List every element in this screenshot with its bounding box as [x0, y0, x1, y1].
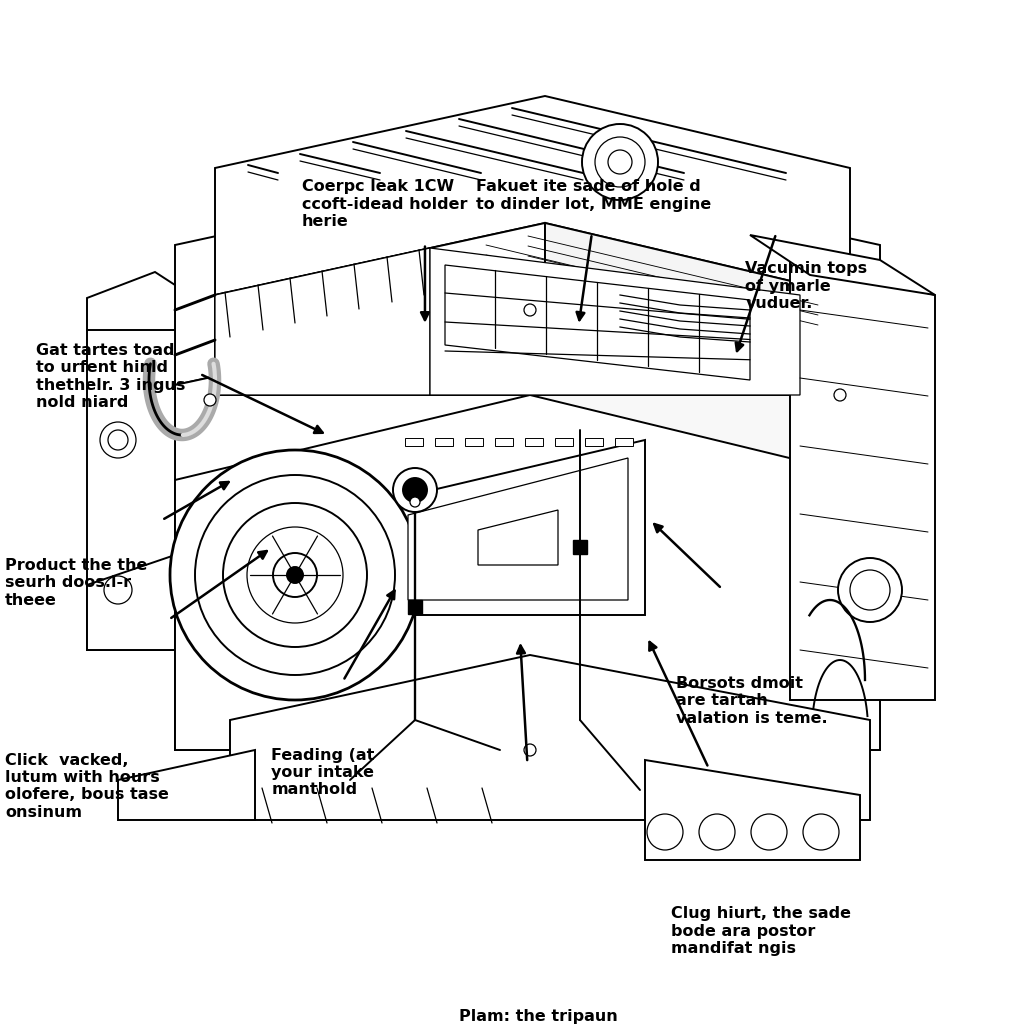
- Polygon shape: [545, 223, 850, 395]
- Polygon shape: [750, 234, 935, 295]
- Circle shape: [647, 814, 683, 850]
- Circle shape: [410, 497, 420, 507]
- Polygon shape: [390, 440, 645, 615]
- Circle shape: [699, 814, 735, 850]
- Bar: [495, 438, 513, 446]
- Text: Click  vacked,
lutum with hours
olofere, bous tase
onsinum: Click vacked, lutum with hours olofere, …: [5, 753, 169, 820]
- Polygon shape: [87, 272, 175, 330]
- Circle shape: [595, 137, 645, 187]
- Polygon shape: [645, 760, 860, 860]
- Circle shape: [834, 389, 846, 401]
- Bar: [465, 438, 483, 446]
- Circle shape: [803, 814, 839, 850]
- Circle shape: [608, 150, 632, 174]
- Polygon shape: [790, 260, 935, 700]
- Circle shape: [170, 450, 420, 700]
- Circle shape: [204, 394, 216, 406]
- Polygon shape: [215, 248, 430, 395]
- Circle shape: [524, 304, 536, 316]
- Circle shape: [582, 124, 658, 200]
- Text: Product the the
seurh doos.l-r
theee: Product the the seurh doos.l-r theee: [5, 558, 147, 608]
- Polygon shape: [408, 458, 628, 600]
- Text: Vacumin tops
of ymarle
vuduer.: Vacumin tops of ymarle vuduer.: [745, 261, 867, 311]
- Polygon shape: [478, 510, 558, 565]
- Bar: [615, 438, 633, 446]
- Polygon shape: [530, 308, 880, 750]
- Text: Plam: the tripaun
retat syou high
sumo, thani we
bagueingtahs,
sysesive ): Plam: the tripaun retat syou high sumo, …: [459, 1009, 617, 1024]
- Polygon shape: [175, 395, 880, 750]
- Circle shape: [393, 468, 437, 512]
- Circle shape: [100, 422, 136, 458]
- Text: Clug hiurt, the sade
bode ara postor
mandifat ngis: Clug hiurt, the sade bode ara postor man…: [671, 906, 851, 956]
- Polygon shape: [215, 223, 545, 395]
- Circle shape: [247, 527, 343, 623]
- Polygon shape: [215, 96, 850, 295]
- Polygon shape: [118, 750, 255, 820]
- Text: Gat tartes toad
to urfent hinld
thethelr. 3 ingus
nold niard: Gat tartes toad to urfent hinld thethelr…: [36, 343, 185, 411]
- Text: Borsots dmoit
are tartah
valation is teme.: Borsots dmoit are tartah valation is tem…: [676, 676, 827, 726]
- Bar: [585, 438, 603, 446]
- Circle shape: [403, 478, 427, 502]
- Bar: [435, 438, 453, 446]
- Circle shape: [195, 475, 395, 675]
- Bar: [555, 438, 573, 446]
- Bar: [573, 540, 587, 554]
- Circle shape: [850, 570, 890, 610]
- Bar: [408, 600, 422, 614]
- Text: Feading (at
your intake
manthold: Feading (at your intake manthold: [271, 748, 375, 798]
- Circle shape: [273, 553, 317, 597]
- Circle shape: [524, 744, 536, 756]
- Circle shape: [838, 558, 902, 622]
- Circle shape: [223, 503, 367, 647]
- Polygon shape: [87, 298, 175, 650]
- Polygon shape: [87, 555, 175, 650]
- Circle shape: [751, 814, 787, 850]
- Text: Coerpc leak 1CW
ccoft-idead holder
herie: Coerpc leak 1CW ccoft-idead holder herie: [302, 179, 468, 229]
- Polygon shape: [175, 308, 530, 750]
- Polygon shape: [445, 265, 750, 380]
- Circle shape: [104, 575, 132, 604]
- Text: Fakuet ite sade of hole d
to dinder lot, MME engine: Fakuet ite sade of hole d to dinder lot,…: [476, 179, 712, 212]
- Bar: [525, 438, 543, 446]
- Circle shape: [108, 430, 128, 450]
- Polygon shape: [175, 168, 880, 385]
- Circle shape: [287, 567, 303, 583]
- Bar: [406, 438, 423, 446]
- Polygon shape: [230, 655, 870, 820]
- Polygon shape: [430, 248, 800, 395]
